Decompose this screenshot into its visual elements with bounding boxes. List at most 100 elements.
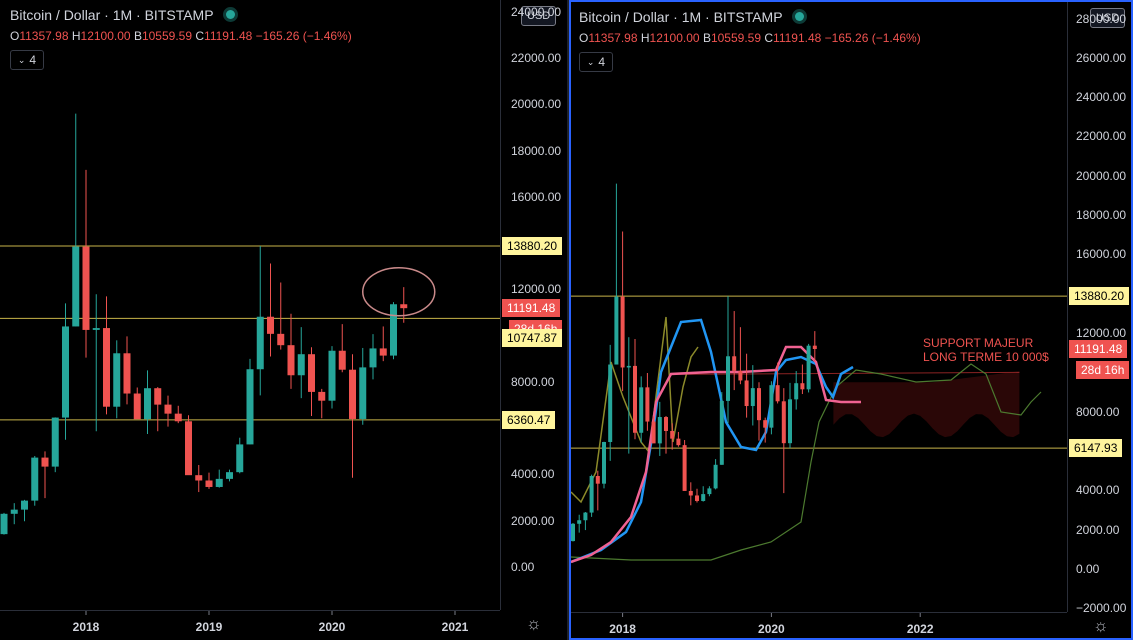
support-trendline — [672, 371, 1020, 375]
candle-body — [359, 367, 367, 419]
candle-body — [571, 523, 575, 542]
candle-body — [103, 328, 110, 407]
low-value: 10559.59 — [141, 29, 193, 43]
low-value-right: 10559.59 — [710, 31, 762, 45]
candle-body — [308, 354, 315, 392]
ichimoku-cloud — [833, 371, 1020, 438]
candle-body — [144, 388, 151, 420]
candle-body — [812, 345, 817, 350]
candle-body — [645, 387, 650, 422]
indicators-toggle-button-right[interactable]: ⌄ 4 — [579, 52, 613, 72]
candle-body — [719, 400, 724, 465]
candle-body — [676, 438, 681, 446]
close-value: 11191.48 — [204, 29, 253, 43]
time-tick-label: 2019 — [195, 620, 223, 634]
currency-button[interactable]: USD — [521, 6, 557, 26]
time-tick-label: 2021 — [441, 620, 469, 634]
time-axis-right[interactable] — [571, 612, 1067, 638]
left-chart-pane[interactable]: Bitcoin / Dollar · 1M · BITSTAMP O11357.… — [0, 0, 567, 640]
candle-body — [577, 520, 582, 524]
settings-gear-icon[interactable]: ☼ — [526, 614, 542, 633]
candle-body — [338, 350, 346, 370]
indicator-count-right: 4 — [598, 55, 606, 69]
price-tick-label: 8000.00 — [511, 374, 555, 389]
right-chart-pane[interactable]: Bitcoin / Dollar · 1M · BITSTAMP O11357.… — [569, 0, 1133, 640]
candle-body — [287, 345, 295, 376]
candle-body — [0, 513, 8, 535]
price-axis-left[interactable] — [500, 0, 567, 610]
price-tick-label: 22000.00 — [1076, 129, 1127, 144]
price-axis-right[interactable] — [1067, 2, 1131, 612]
price-tick-label: 4000.00 — [511, 467, 555, 482]
candle-body — [806, 345, 811, 390]
right-chart-canvas[interactable] — [571, 2, 1133, 640]
indicators-toggle-button[interactable]: ⌄ 4 — [10, 50, 44, 70]
symbol-legend[interactable]: Bitcoin / Dollar · 1M · BITSTAMP — [10, 7, 235, 23]
price-tick-label: 18000.00 — [1076, 208, 1127, 223]
left-chart-canvas[interactable] — [0, 0, 567, 640]
pane-divider[interactable] — [567, 0, 569, 640]
last-price-tag: 11191.48 — [1069, 339, 1128, 358]
candle-body — [589, 476, 594, 513]
candle-body — [633, 365, 637, 433]
candle-body — [72, 246, 80, 327]
high-value-right: 12100.00 — [649, 31, 700, 45]
candle-body — [657, 417, 662, 444]
currency-button-right[interactable]: USD — [1090, 8, 1126, 28]
candle-body — [701, 494, 706, 501]
candle-body — [164, 404, 172, 414]
candle-body — [174, 413, 182, 422]
candle-body — [769, 385, 774, 428]
price-tick-label: 26000.00 — [1076, 50, 1127, 65]
settings-gear-icon-right[interactable]: ☼ — [1093, 616, 1109, 635]
low-label: B — [133, 29, 142, 43]
candle-body — [651, 421, 656, 444]
candle-body — [664, 417, 668, 431]
candle-body — [62, 326, 69, 418]
symbol-legend-right[interactable]: Bitcoin / Dollar · 1M · BITSTAMP — [579, 9, 804, 25]
candle-body — [750, 388, 755, 407]
symbol-title-right: Bitcoin / Dollar · 1M · BITSTAMP — [579, 9, 783, 25]
candle-body — [277, 333, 285, 346]
price-tick-label: 28000.00 — [1076, 11, 1127, 26]
time-axis-left[interactable] — [0, 610, 500, 640]
level-tag-1: 13880.20 — [502, 236, 563, 255]
candle-body — [400, 304, 408, 309]
price-tick-label: 0.00 — [1076, 562, 1100, 576]
highlight-ellipse — [362, 267, 436, 317]
candle-body — [794, 383, 799, 400]
candle-body — [744, 380, 749, 407]
candle-body — [390, 304, 397, 356]
candle-body — [236, 444, 244, 473]
candle-body — [670, 430, 675, 439]
last-price-tag: 11191.48 — [502, 299, 561, 318]
time-tick-label: 2018 — [72, 620, 100, 634]
price-tick-label: 24000.00 — [511, 4, 562, 19]
high-label-right: H — [640, 31, 650, 45]
candle-body — [788, 399, 792, 444]
price-tick-label: 0.00 — [511, 560, 535, 574]
ohlc-values-right: O11357.98 H12100.00 B10559.59 C11191.48 … — [579, 31, 921, 45]
candle-body — [608, 364, 613, 442]
candle-body — [738, 370, 743, 381]
candle-body — [226, 472, 233, 479]
candle-body — [195, 475, 203, 481]
price-tick-label: −2000.00 — [1076, 601, 1127, 616]
indicator-count: 4 — [29, 53, 37, 67]
candle-body — [369, 348, 377, 368]
candle-body — [123, 353, 131, 394]
candle-body — [583, 512, 588, 521]
price-tick-label: 2000.00 — [1076, 522, 1120, 537]
candle-body — [602, 441, 606, 484]
candle-body — [41, 457, 49, 467]
candle-body — [246, 369, 254, 445]
candle-body — [113, 353, 121, 407]
candle-body — [349, 369, 356, 419]
close-label-right: C — [764, 31, 774, 45]
candle-body — [215, 478, 223, 487]
market-status-icon — [225, 10, 235, 19]
level-tag-2: 6147.93 — [1069, 439, 1123, 458]
candle-body — [781, 401, 786, 444]
candle-body — [21, 500, 28, 510]
close-value-right: 11191.48 — [773, 31, 822, 45]
